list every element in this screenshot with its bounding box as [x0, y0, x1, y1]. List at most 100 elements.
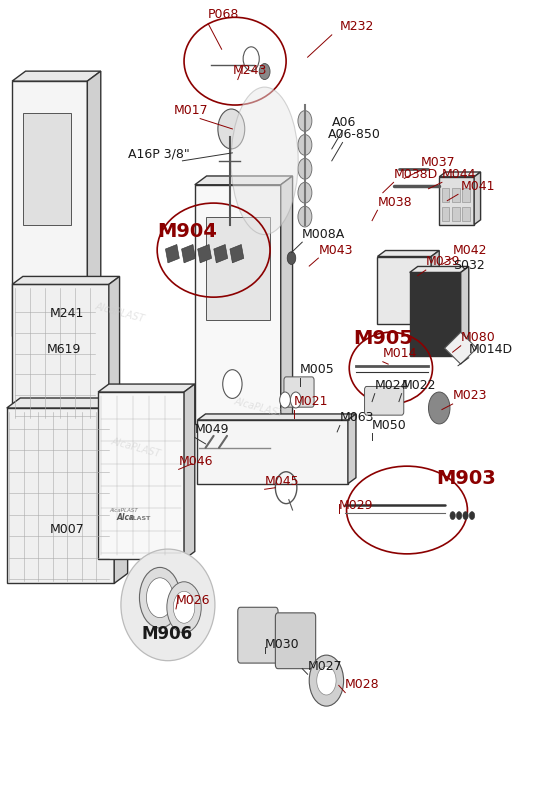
Bar: [452, 207, 460, 222]
Text: M014: M014: [383, 347, 417, 360]
Circle shape: [291, 392, 301, 408]
Polygon shape: [23, 113, 71, 225]
Text: M017: M017: [173, 104, 208, 117]
Polygon shape: [7, 398, 127, 408]
FancyBboxPatch shape: [364, 386, 404, 415]
Circle shape: [298, 158, 312, 179]
Text: S032: S032: [453, 259, 484, 273]
Text: M037: M037: [421, 156, 455, 169]
FancyBboxPatch shape: [275, 613, 316, 669]
Text: AlcaPLAST: AlcaPLAST: [94, 301, 145, 324]
Polygon shape: [377, 250, 439, 257]
Polygon shape: [198, 414, 356, 420]
Polygon shape: [98, 384, 195, 392]
Polygon shape: [198, 420, 348, 484]
Text: P068: P068: [208, 8, 240, 22]
Polygon shape: [98, 392, 184, 559]
Polygon shape: [377, 257, 431, 324]
Circle shape: [243, 47, 259, 70]
Polygon shape: [206, 217, 270, 320]
Bar: [230, 245, 244, 263]
Polygon shape: [461, 266, 469, 356]
Circle shape: [218, 109, 245, 149]
Bar: [165, 245, 179, 263]
Circle shape: [298, 206, 312, 227]
Text: M043: M043: [319, 243, 353, 257]
Text: M241: M241: [50, 307, 84, 320]
Text: M906: M906: [141, 625, 192, 643]
Polygon shape: [195, 176, 293, 185]
Text: M044: M044: [442, 168, 476, 181]
Circle shape: [456, 512, 462, 519]
Polygon shape: [410, 266, 469, 273]
Text: M026: M026: [176, 594, 211, 607]
Text: M038D: M038D: [394, 168, 438, 181]
Circle shape: [428, 392, 450, 424]
Polygon shape: [12, 277, 119, 285]
Bar: [452, 188, 460, 202]
Circle shape: [167, 582, 201, 633]
Circle shape: [287, 252, 296, 265]
Text: AlcaPLAST: AlcaPLAST: [109, 508, 138, 513]
Text: M024: M024: [375, 379, 409, 392]
Text: M039: M039: [426, 255, 460, 269]
Circle shape: [298, 134, 312, 155]
Text: M046: M046: [179, 454, 213, 468]
Circle shape: [259, 63, 270, 79]
Circle shape: [450, 512, 455, 519]
Circle shape: [139, 567, 180, 628]
Text: PLAST: PLAST: [129, 515, 151, 521]
Polygon shape: [431, 250, 439, 324]
Text: A06: A06: [332, 116, 356, 129]
Circle shape: [317, 666, 336, 695]
Circle shape: [309, 655, 343, 706]
Text: M045: M045: [265, 474, 299, 488]
Polygon shape: [184, 384, 195, 559]
Circle shape: [29, 298, 49, 326]
Polygon shape: [439, 177, 474, 225]
Polygon shape: [444, 332, 477, 364]
Polygon shape: [114, 398, 127, 583]
Text: M904: M904: [157, 222, 217, 241]
Polygon shape: [87, 71, 101, 336]
Polygon shape: [474, 172, 481, 225]
Text: AlcaPLAST: AlcaPLAST: [233, 397, 285, 419]
Circle shape: [463, 512, 468, 519]
Text: M243: M243: [232, 64, 267, 77]
Bar: [181, 245, 195, 263]
Text: M063: M063: [340, 411, 374, 424]
Text: M042: M042: [453, 243, 487, 257]
Text: A16P 3/8": A16P 3/8": [127, 148, 190, 161]
Bar: [198, 245, 212, 263]
Text: M022: M022: [402, 379, 436, 392]
Ellipse shape: [231, 87, 298, 234]
Text: M041: M041: [461, 180, 495, 193]
Circle shape: [280, 392, 291, 408]
Text: M023: M023: [453, 390, 487, 402]
Polygon shape: [109, 277, 119, 420]
Circle shape: [173, 591, 195, 623]
Circle shape: [469, 512, 475, 519]
Polygon shape: [195, 185, 281, 424]
Circle shape: [298, 182, 312, 203]
Text: M905: M905: [353, 329, 413, 348]
Text: M903: M903: [436, 469, 496, 488]
Bar: [442, 188, 449, 202]
Circle shape: [222, 370, 242, 398]
Text: AlcaPLAST: AlcaPLAST: [110, 437, 161, 459]
Text: M021: M021: [294, 395, 329, 408]
Polygon shape: [410, 273, 461, 356]
Bar: [462, 188, 470, 202]
Text: M232: M232: [340, 20, 374, 34]
Text: M007: M007: [50, 522, 84, 535]
Polygon shape: [7, 408, 114, 583]
Text: M028: M028: [345, 678, 380, 691]
Bar: [442, 207, 449, 222]
Text: Alca: Alca: [117, 513, 135, 522]
Bar: [462, 207, 470, 222]
Text: A06-850: A06-850: [328, 128, 381, 141]
Polygon shape: [439, 172, 481, 177]
FancyBboxPatch shape: [238, 607, 278, 663]
Polygon shape: [12, 285, 109, 420]
Bar: [214, 245, 228, 263]
